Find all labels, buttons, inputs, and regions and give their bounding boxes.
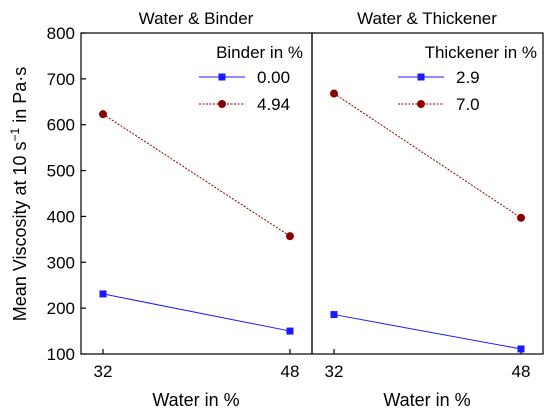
y-axis-label-main: Mean Viscosity at 10 s bbox=[10, 141, 30, 321]
data-point-square bbox=[100, 290, 107, 297]
series-line-7.0 bbox=[334, 94, 521, 218]
panel-marks: 32 48 0.00 4.94 bbox=[94, 68, 300, 381]
y-axis: 100 200 300 400 500 600 700 800 bbox=[47, 24, 86, 364]
y-tick-label: 600 bbox=[47, 116, 75, 135]
data-point-square bbox=[331, 311, 338, 318]
data-point-circle bbox=[99, 110, 107, 118]
panel-marks: 32 48 2.9 7.0 bbox=[325, 68, 531, 381]
y-tick-label: 400 bbox=[47, 207, 75, 226]
data-point-circle bbox=[286, 232, 294, 240]
panel-water-thickener: Water & Thickener Water in % Thickener i… bbox=[312, 9, 543, 410]
panel-frame bbox=[312, 33, 543, 354]
x-axis-label: Water in % bbox=[152, 390, 239, 410]
y-tick-label: 300 bbox=[47, 253, 75, 272]
y-tick-label: 800 bbox=[47, 24, 75, 43]
data-point-square bbox=[287, 328, 294, 335]
panel-title: Water & Binder bbox=[139, 9, 254, 28]
y-axis-label: Mean Viscosity at 10 s−1 in Pa·s bbox=[8, 67, 30, 321]
series-line-2.9 bbox=[334, 315, 521, 349]
data-point-circle bbox=[330, 90, 338, 98]
data-point-circle bbox=[517, 214, 525, 222]
legend-title: Thickener in % bbox=[425, 43, 537, 62]
y-axis-label-unit: in Pa·s bbox=[10, 67, 30, 128]
x-axis-label: Water in % bbox=[383, 390, 470, 410]
legend-swatch-marker bbox=[219, 74, 226, 81]
legend-swatch-marker bbox=[418, 74, 425, 81]
legend-entry-label: 0.00 bbox=[257, 68, 290, 87]
legend-swatch-marker bbox=[417, 100, 425, 108]
legend-title: Binder in % bbox=[216, 43, 303, 62]
x-tick-label: 48 bbox=[281, 362, 300, 381]
legend-entry-label: 2.9 bbox=[456, 68, 480, 87]
y-tick-label: 100 bbox=[47, 345, 75, 364]
panel-water-binder: Water & Binder Water in % Binder in % 32… bbox=[81, 9, 312, 410]
data-point-square bbox=[518, 345, 525, 352]
x-tick-label: 48 bbox=[512, 362, 531, 381]
series-line-4.94 bbox=[103, 114, 290, 236]
y-axis-label-superscript: −1 bbox=[8, 127, 22, 141]
y-tick-label: 700 bbox=[47, 70, 75, 89]
x-tick-label: 32 bbox=[94, 362, 113, 381]
legend-swatch-marker bbox=[218, 100, 226, 108]
legend-entry-label: 4.94 bbox=[257, 95, 290, 114]
legend-entry-label: 7.0 bbox=[456, 95, 480, 114]
y-tick-label: 200 bbox=[47, 299, 75, 318]
x-tick-label: 32 bbox=[325, 362, 344, 381]
y-tick-label: 500 bbox=[47, 162, 75, 181]
series-line-0.00 bbox=[103, 294, 290, 331]
panel-title: Water & Thickener bbox=[357, 9, 497, 28]
